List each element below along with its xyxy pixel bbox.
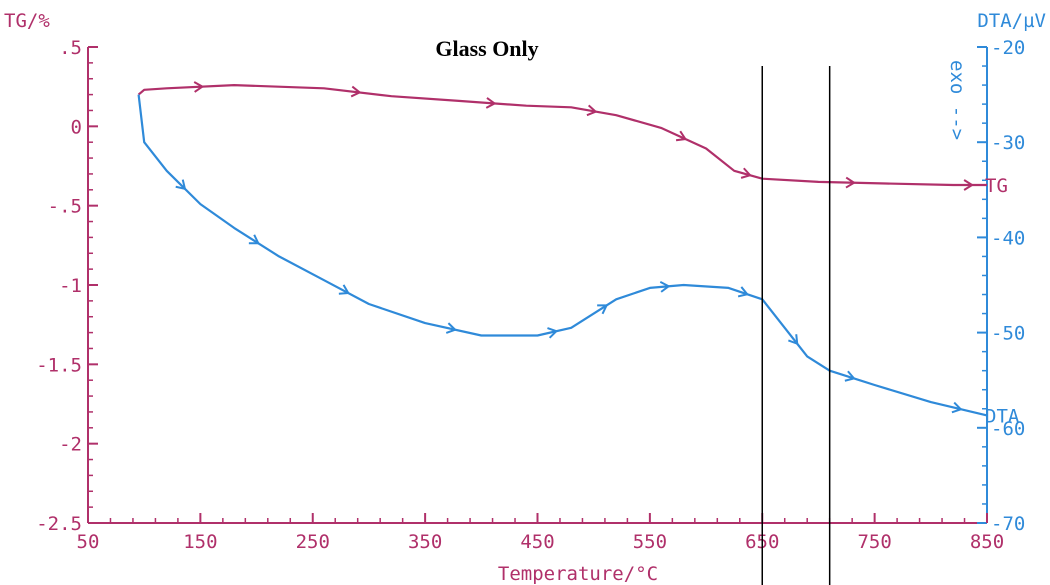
x-tick-label: 450 [520,531,554,553]
left-tick-label: -.5 [48,196,82,218]
series-tg-arrow [485,97,497,109]
series-dta-arrow [597,304,609,315]
series-tg-arrow [586,104,598,117]
series-dta-arrow [248,234,260,245]
series-tg-arrow [350,85,362,98]
x-tick-label: 50 [77,531,100,553]
series-tg-arrow [845,176,856,189]
left-tick-label: -1.5 [36,354,82,376]
x-tick-label: 850 [970,531,1004,553]
left-tick-label: -1 [59,275,82,297]
series-dta-line [137,94,988,417]
left-tick-label: -2.5 [36,513,82,535]
right-tick-label: -40 [991,227,1025,249]
right-tick-label: -60 [991,418,1025,440]
series-tg-line [137,83,987,187]
x-axis-label: Temperature/°C [498,563,658,585]
series-tg-arrow [675,130,688,142]
series-dta-label: DTA [985,405,1020,427]
series-dta-arrow [844,370,856,382]
x-tick-label: 350 [408,531,442,553]
series-tg-label: TG [985,175,1008,197]
right-tick-label: -20 [991,37,1025,59]
series-dta-arrow [175,179,187,191]
left-tick-label: .5 [59,37,82,59]
x-tick-label: 150 [183,531,217,553]
series-dta-arrow [659,281,671,293]
x-tick-label: 250 [296,531,330,553]
left-tick-label: 0 [71,116,82,138]
series-dta-arrow [737,286,750,298]
chart-title: Glass Only [435,36,538,61]
series-dta-arrow [338,284,350,295]
series-tg-arrow [963,179,974,191]
series-dta-arrow [547,327,559,339]
left-tick-label: -2 [59,434,82,456]
right-tick-label: -50 [991,323,1025,345]
series-dta-arrow [951,401,963,414]
series-tg-arrow [740,167,752,179]
left-axis-label: TG/% [4,10,50,32]
right-tick-label: -70 [991,513,1025,535]
series-tg-arrow [193,81,205,93]
series-dta-arrow [788,334,799,346]
x-tick-label: 750 [857,531,891,553]
right-axis-label: DTA/µV [977,10,1046,32]
axes-group: .5 0 -.5 -1 -1.5 -2 -2.5 -20 -30 -40 -50 -60 -70 50 15… [36,37,1025,553]
right-tick-label: -30 [991,132,1025,154]
plot-area: TG DTA [137,66,1020,585]
exo-annotation: exo --> [946,60,968,140]
series-dta-arrow [445,322,457,334]
x-tick-label: 550 [633,531,667,553]
